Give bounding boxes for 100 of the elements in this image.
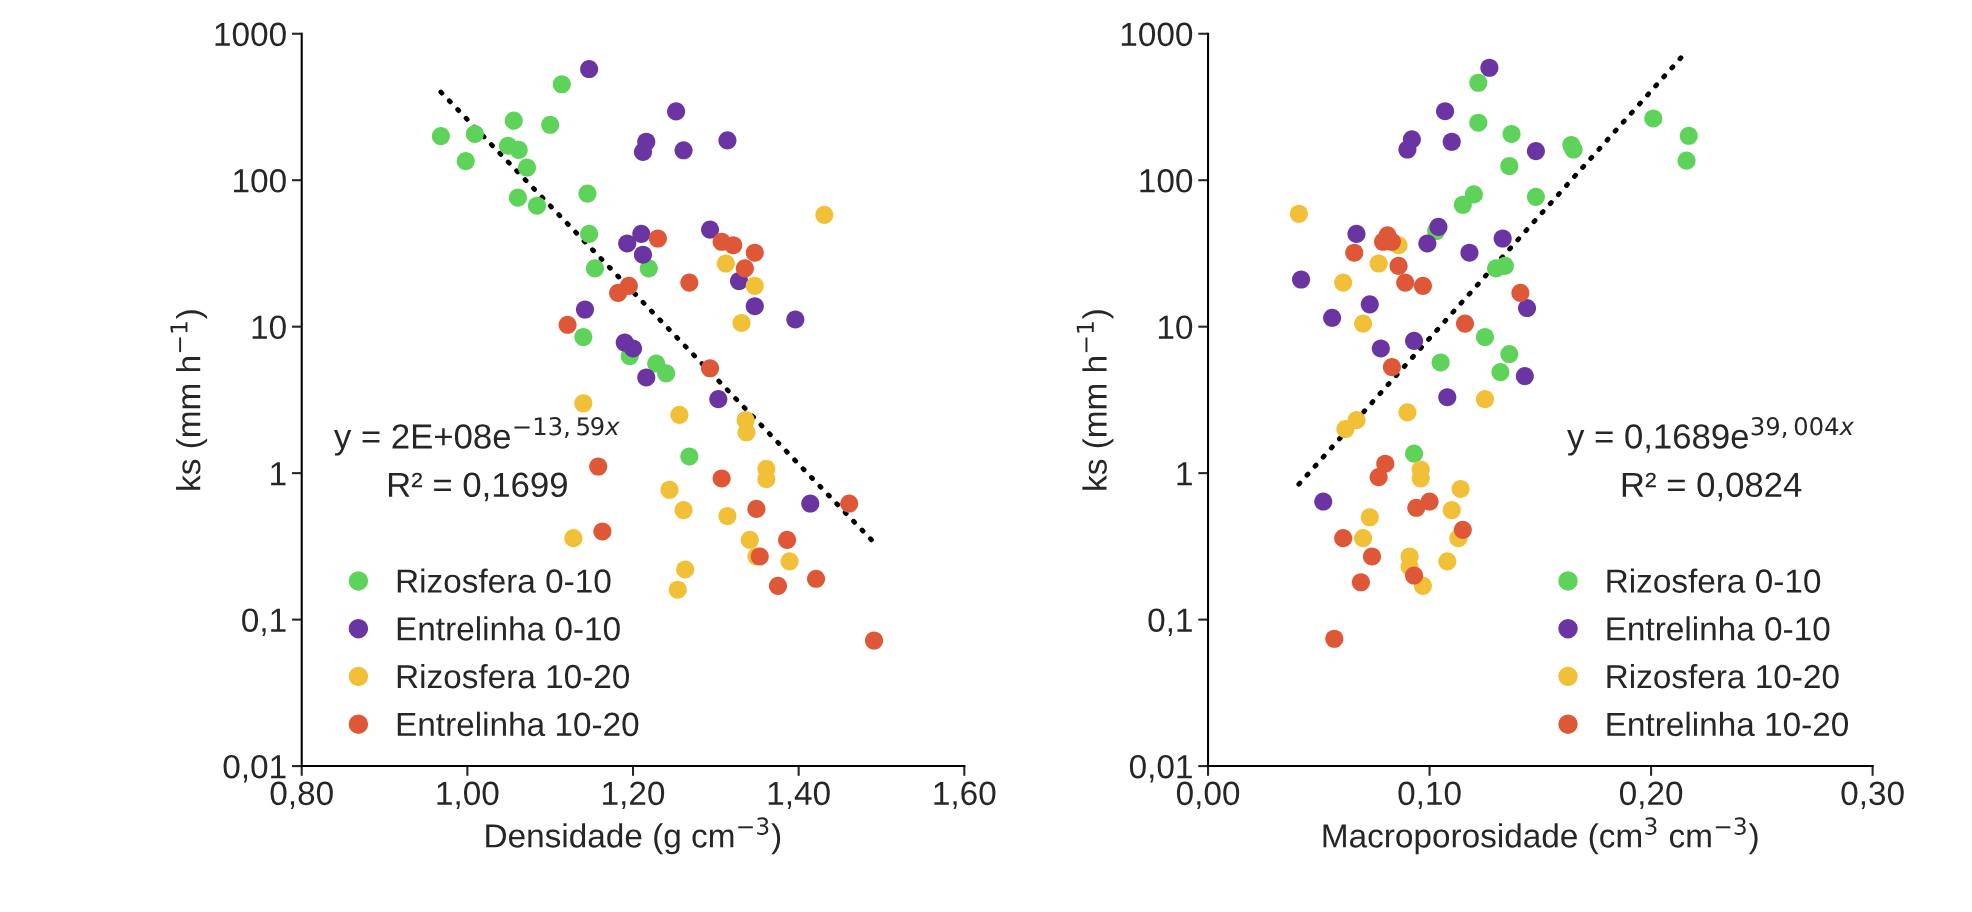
point — [1292, 270, 1311, 289]
point — [716, 254, 735, 273]
point — [541, 115, 560, 134]
point — [1360, 508, 1379, 527]
point — [1442, 500, 1461, 520]
point — [732, 313, 751, 333]
point — [660, 480, 679, 499]
y-tick-label: 0,1 — [1148, 608, 1192, 636]
point — [1500, 345, 1519, 364]
point — [768, 576, 788, 595]
point — [1438, 388, 1457, 407]
point — [840, 494, 859, 513]
legend-label: Rizosfera 0-10 — [1607, 568, 1821, 593]
y-tick-label: 1 — [271, 462, 286, 486]
point — [740, 530, 759, 549]
point — [1369, 254, 1388, 273]
point — [504, 111, 523, 130]
point — [724, 236, 743, 255]
point — [801, 494, 820, 513]
point — [1351, 573, 1370, 592]
point — [745, 297, 764, 316]
point — [718, 506, 737, 526]
point — [575, 300, 595, 319]
point — [1360, 295, 1379, 314]
point — [1679, 126, 1698, 145]
point — [1325, 629, 1344, 648]
y-tick-label: 1 — [1177, 462, 1192, 486]
y-tick-label: 10 — [252, 315, 286, 340]
point — [1345, 243, 1364, 262]
point — [517, 158, 537, 177]
point — [1511, 283, 1530, 302]
x-tick-label: 0,80 — [270, 781, 333, 810]
legend-label: Entrelinha 10-20 — [397, 711, 639, 737]
point — [735, 259, 754, 278]
point — [1460, 243, 1479, 262]
point — [1455, 314, 1475, 333]
point — [509, 140, 528, 159]
point — [1398, 403, 1417, 422]
point — [807, 569, 826, 588]
point — [1453, 520, 1472, 539]
y-tick-label: 10 — [1158, 315, 1193, 340]
y-tick-label: 1000 — [215, 22, 286, 47]
legend-label: Entrelinha 0-10 — [1607, 616, 1830, 641]
point — [648, 229, 667, 248]
legend-label: Entrelinha 0-10 — [397, 616, 620, 641]
y-tick-label: 0,01 — [223, 754, 286, 783]
point — [709, 390, 728, 409]
point — [1464, 185, 1483, 204]
point — [633, 142, 653, 161]
point — [1354, 314, 1373, 333]
point — [637, 368, 656, 387]
point — [676, 560, 695, 579]
point — [1526, 142, 1545, 161]
point — [580, 224, 599, 243]
point — [674, 500, 693, 520]
y-axis-title: ks (mm h$^{−1}$) — [1076, 310, 1114, 490]
point — [1405, 444, 1424, 463]
point — [1677, 151, 1696, 170]
point — [574, 394, 593, 413]
point — [1644, 109, 1663, 128]
point — [552, 75, 571, 94]
point — [700, 220, 720, 239]
point — [1451, 479, 1470, 498]
point — [1475, 327, 1494, 347]
point — [558, 315, 577, 334]
point — [623, 339, 643, 358]
x-tick-label: 0,10 — [1398, 781, 1461, 810]
point — [1405, 331, 1424, 350]
point — [1323, 308, 1342, 327]
point — [674, 141, 693, 160]
point — [1389, 256, 1408, 275]
point — [1502, 124, 1521, 143]
point — [786, 310, 805, 329]
point — [1314, 492, 1333, 511]
point — [456, 152, 475, 171]
point — [815, 205, 834, 224]
point — [747, 499, 766, 518]
point — [1354, 529, 1373, 548]
point — [585, 259, 604, 278]
point — [465, 124, 484, 143]
y-tick-label: 100 — [234, 169, 286, 193]
x-tick-label: 0,20 — [1619, 781, 1683, 810]
point — [680, 447, 699, 466]
point — [633, 245, 653, 264]
point — [578, 184, 597, 203]
point — [580, 60, 599, 79]
annotation: y = 2E+08e$^{−13,59x}$ — [333, 417, 620, 456]
x-tick-label: 1,00 — [437, 781, 499, 810]
point — [1480, 58, 1499, 77]
point — [1475, 390, 1494, 409]
point — [1418, 234, 1437, 253]
point — [1453, 195, 1472, 214]
point — [667, 102, 686, 121]
point — [864, 631, 884, 650]
point — [1493, 229, 1512, 248]
point — [700, 359, 720, 378]
y-axis-title: ks (mm h$^{−1}$) — [170, 310, 208, 490]
point — [1347, 224, 1366, 243]
point — [1469, 73, 1488, 92]
point — [745, 276, 764, 295]
